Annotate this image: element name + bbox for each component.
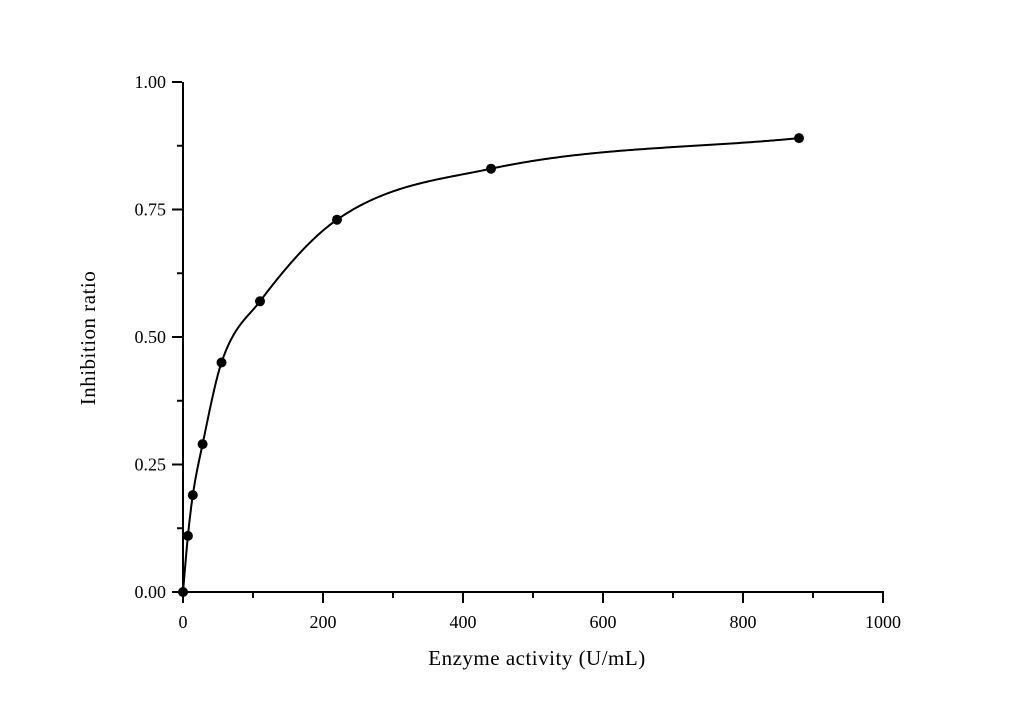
data-point [178,587,188,597]
y-tick-label: 1.00 [135,72,167,92]
data-point [794,133,804,144]
data-point [187,490,198,501]
data-point [332,214,342,225]
data-point [216,357,227,368]
data-point [182,530,193,541]
y-tick-label: 0.25 [135,455,167,475]
x-tick-label: 600 [590,612,617,632]
saturation-fit-curve [182,137,800,593]
x-tick-label: 400 [450,612,477,632]
x-tick-label: 800 [730,612,757,632]
y-axis-title: Inhibition ratio [76,270,100,406]
y-tick-label: 0.75 [135,200,167,220]
data-point [486,163,496,174]
x-tick-label: 1000 [865,612,901,632]
x-tick-label: 200 [310,612,337,632]
x-axis-title: Enzyme activity (U/mL) [428,646,646,670]
data-point [197,439,208,450]
x-tick-label: 0 [179,612,188,632]
data-point [255,296,265,307]
y-tick-label: 0.00 [135,582,167,602]
y-tick-label: 0.50 [135,327,167,347]
